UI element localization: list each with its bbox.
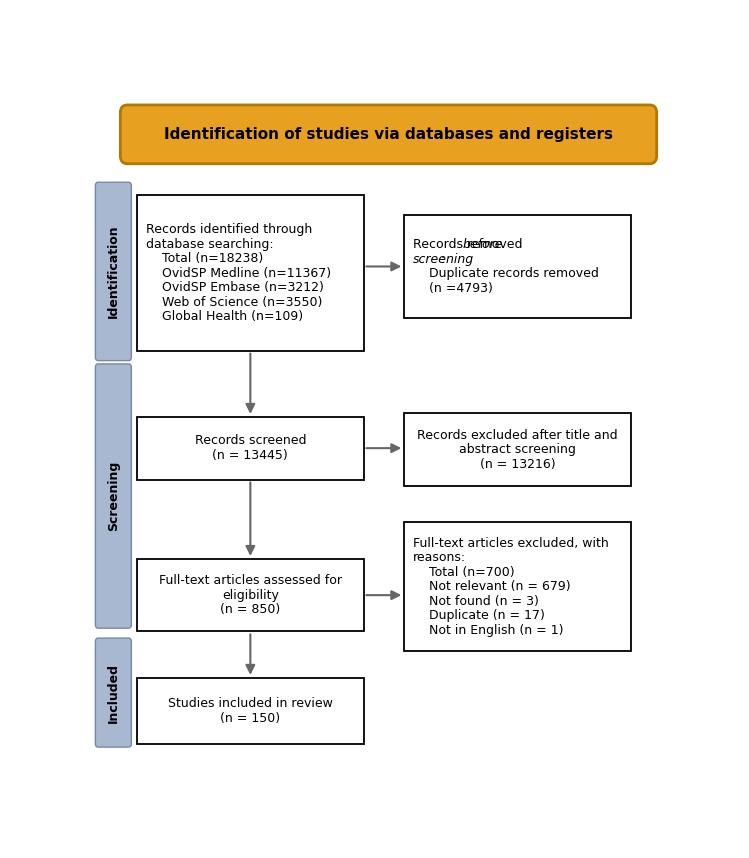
Text: (n =4793): (n =4793) xyxy=(413,281,493,295)
Text: Full-text articles assessed for: Full-text articles assessed for xyxy=(159,574,342,587)
Text: database searching:: database searching: xyxy=(146,238,273,251)
Text: Not in English (n = 1): Not in English (n = 1) xyxy=(413,624,563,637)
Text: Duplicate records removed: Duplicate records removed xyxy=(413,267,598,281)
Text: Not relevant (n = 679): Not relevant (n = 679) xyxy=(413,580,571,594)
FancyBboxPatch shape xyxy=(95,182,131,360)
Text: (n = 13216): (n = 13216) xyxy=(479,458,555,471)
FancyBboxPatch shape xyxy=(137,678,363,744)
Text: :: : xyxy=(440,253,445,266)
Text: Records excluded after title and: Records excluded after title and xyxy=(417,429,618,442)
FancyBboxPatch shape xyxy=(137,196,363,351)
Text: Studies included in review: Studies included in review xyxy=(168,697,333,710)
Text: Included: Included xyxy=(107,662,120,722)
Text: (n = 13445): (n = 13445) xyxy=(213,449,288,462)
Text: Identification of studies via databases and registers: Identification of studies via databases … xyxy=(164,126,613,142)
FancyBboxPatch shape xyxy=(404,523,631,651)
Text: Total (n=18238): Total (n=18238) xyxy=(146,252,263,265)
Text: eligibility: eligibility xyxy=(222,589,279,601)
FancyBboxPatch shape xyxy=(404,414,631,486)
Text: Identification: Identification xyxy=(107,225,120,318)
FancyBboxPatch shape xyxy=(121,105,657,164)
Text: Not found (n = 3): Not found (n = 3) xyxy=(413,595,539,608)
Text: (n = 850): (n = 850) xyxy=(220,603,280,616)
Text: Screening: Screening xyxy=(107,461,120,531)
FancyBboxPatch shape xyxy=(137,559,363,631)
Text: before: before xyxy=(462,239,503,251)
Text: OvidSP Medline (n=11367): OvidSP Medline (n=11367) xyxy=(146,267,331,280)
Text: Records removed: Records removed xyxy=(413,239,527,251)
Text: Global Health (n=109): Global Health (n=109) xyxy=(146,311,303,323)
Text: Full-text articles excluded, with: Full-text articles excluded, with xyxy=(413,537,609,550)
Text: Total (n=700): Total (n=700) xyxy=(413,566,515,579)
FancyBboxPatch shape xyxy=(95,364,131,628)
Text: reasons:: reasons: xyxy=(413,552,466,565)
FancyBboxPatch shape xyxy=(137,417,363,480)
FancyBboxPatch shape xyxy=(404,215,631,317)
Text: Web of Science (n=3550): Web of Science (n=3550) xyxy=(146,296,322,309)
Text: abstract screening: abstract screening xyxy=(459,444,576,456)
Text: (n = 150): (n = 150) xyxy=(220,711,280,724)
Text: Duplicate (n = 17): Duplicate (n = 17) xyxy=(413,609,545,622)
Text: Records screened: Records screened xyxy=(195,434,306,447)
Text: OvidSP Embase (n=3212): OvidSP Embase (n=3212) xyxy=(146,281,324,294)
Text: screening: screening xyxy=(413,253,474,266)
Text: Records identified through: Records identified through xyxy=(146,223,312,236)
FancyBboxPatch shape xyxy=(95,638,131,747)
